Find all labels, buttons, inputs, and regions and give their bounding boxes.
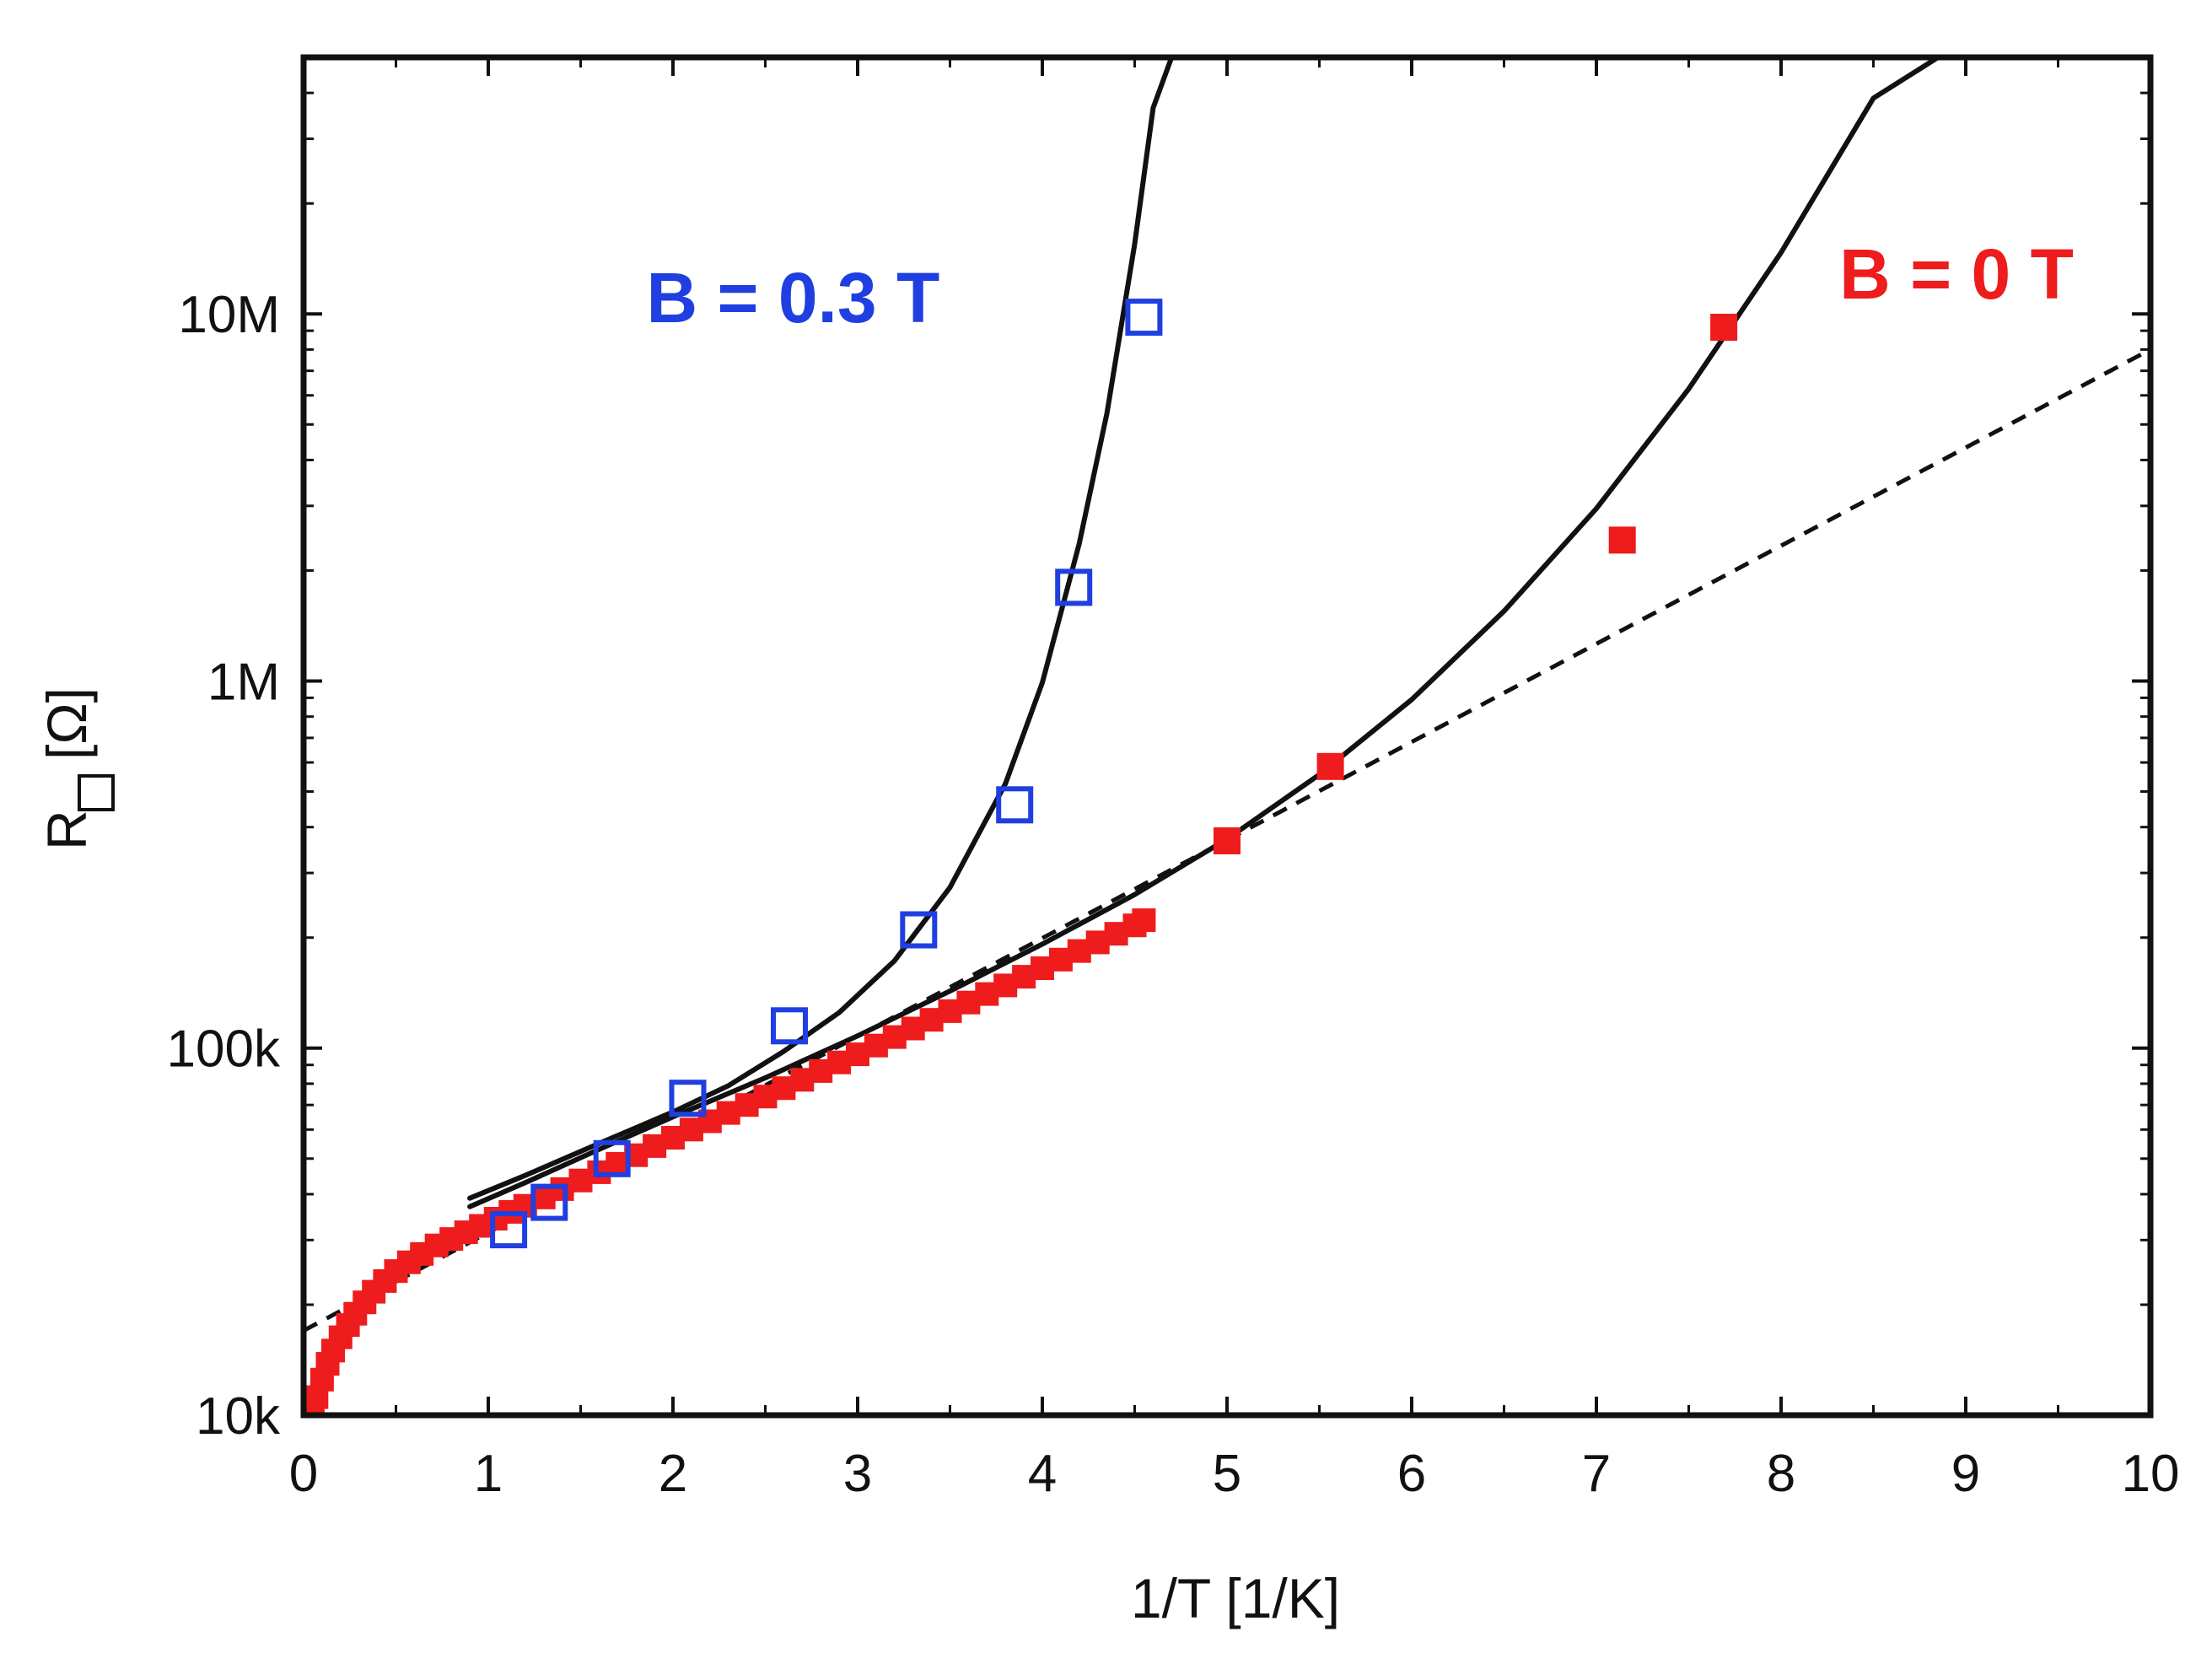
y-tick-label: 10k	[196, 1387, 281, 1446]
b-0-t-data-point	[1214, 827, 1241, 854]
y-axis-title: R [Ω]	[35, 687, 115, 850]
x-tick-label: 5	[1213, 1445, 1241, 1503]
b-0-3-t-annotation: B = 0.3 T	[646, 258, 939, 337]
b-0-t-data-point	[1316, 752, 1344, 780]
b-0-3-t-data-point	[669, 1080, 707, 1117]
b-0-3-t-data-point	[530, 1183, 568, 1221]
fit-b-0-3-t-line	[467, 57, 1175, 1201]
b-0-t-data-point	[1608, 526, 1636, 554]
b-0-t-data-point	[1132, 908, 1156, 933]
y-axis-title-unit: [Ω]	[35, 687, 98, 760]
b-0-3-t-data-point	[771, 1007, 808, 1045]
square-subscript-icon	[78, 774, 115, 811]
x-tick-label: 0	[289, 1445, 318, 1503]
b-0-3-t-data-point	[490, 1211, 528, 1249]
x-tick-label: 7	[1582, 1445, 1611, 1503]
x-tick-label: 3	[843, 1445, 872, 1503]
x-axis-title: 1/T [1/K]	[1131, 1567, 1340, 1629]
y-axis-title-symbol: R	[35, 810, 98, 850]
b-0-3-t-data-point	[1055, 568, 1093, 606]
x-tick-label: 10	[2122, 1445, 2180, 1503]
fit-b-0-t-line	[467, 57, 1941, 1209]
b-0-3-t-data-point	[1125, 299, 1163, 337]
x-tick-label: 6	[1397, 1445, 1426, 1503]
b-0-t-data-point	[1710, 314, 1738, 341]
y-tick-label: 1M	[207, 653, 280, 711]
b-0-3-t-data-point	[900, 911, 938, 949]
b-0-t-annotation: B = 0 T	[1839, 234, 2074, 314]
y-tick-label: 10M	[178, 286, 280, 344]
x-tick-label: 4	[1028, 1445, 1057, 1503]
x-tick-label: 8	[1767, 1445, 1795, 1503]
b-0-3-t-data-point	[996, 786, 1034, 824]
y-tick-label: 100k	[167, 1020, 281, 1079]
x-tick-label: 9	[1951, 1445, 1980, 1503]
x-tick-label: 2	[659, 1445, 687, 1503]
x-tick-label: 1	[474, 1445, 503, 1503]
b-0-3-t-data-point	[593, 1139, 631, 1177]
